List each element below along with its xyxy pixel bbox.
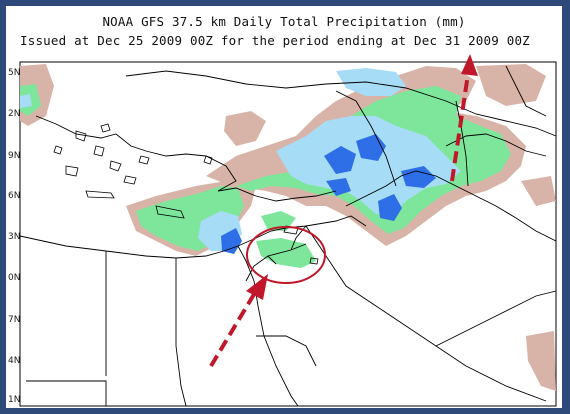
lat-label: 9N — [8, 151, 20, 161]
lat-label: 5N — [8, 68, 20, 78]
lower-arrow-head — [246, 274, 268, 300]
latitude-labels: 5N 2N 9N 6N 3N 0N 7N 4N 1N — [8, 68, 20, 405]
upper-arrow-shaft — [450, 73, 470, 182]
lat-label: 4N — [8, 356, 20, 366]
lower-arrow-shaft — [209, 289, 258, 368]
map-subtitle: Issued at Dec 25 2009 00Z for the period… — [20, 33, 530, 48]
lat-label: 0N — [8, 273, 20, 283]
upper-arrow-head — [461, 54, 478, 76]
lat-label: 2N — [8, 109, 20, 119]
annotation-layer — [209, 54, 478, 368]
lat-label: 1N — [8, 395, 20, 405]
heavy-precip-area — [20, 68, 461, 251]
map-panel: 5N 2N 9N 6N 3N 0N 7N 4N 1N NOAA GFS 37.5… — [6, 6, 562, 408]
precipitation-map: 5N 2N 9N 6N 3N 0N 7N 4N 1N — [8, 54, 557, 407]
lat-label: 6N — [8, 191, 20, 201]
lat-label: 7N — [8, 315, 20, 325]
map-title: NOAA GFS 37.5 km Daily Total Precipitati… — [102, 14, 466, 29]
lat-label: 3N — [8, 232, 20, 242]
highlight-ellipse — [246, 226, 326, 284]
